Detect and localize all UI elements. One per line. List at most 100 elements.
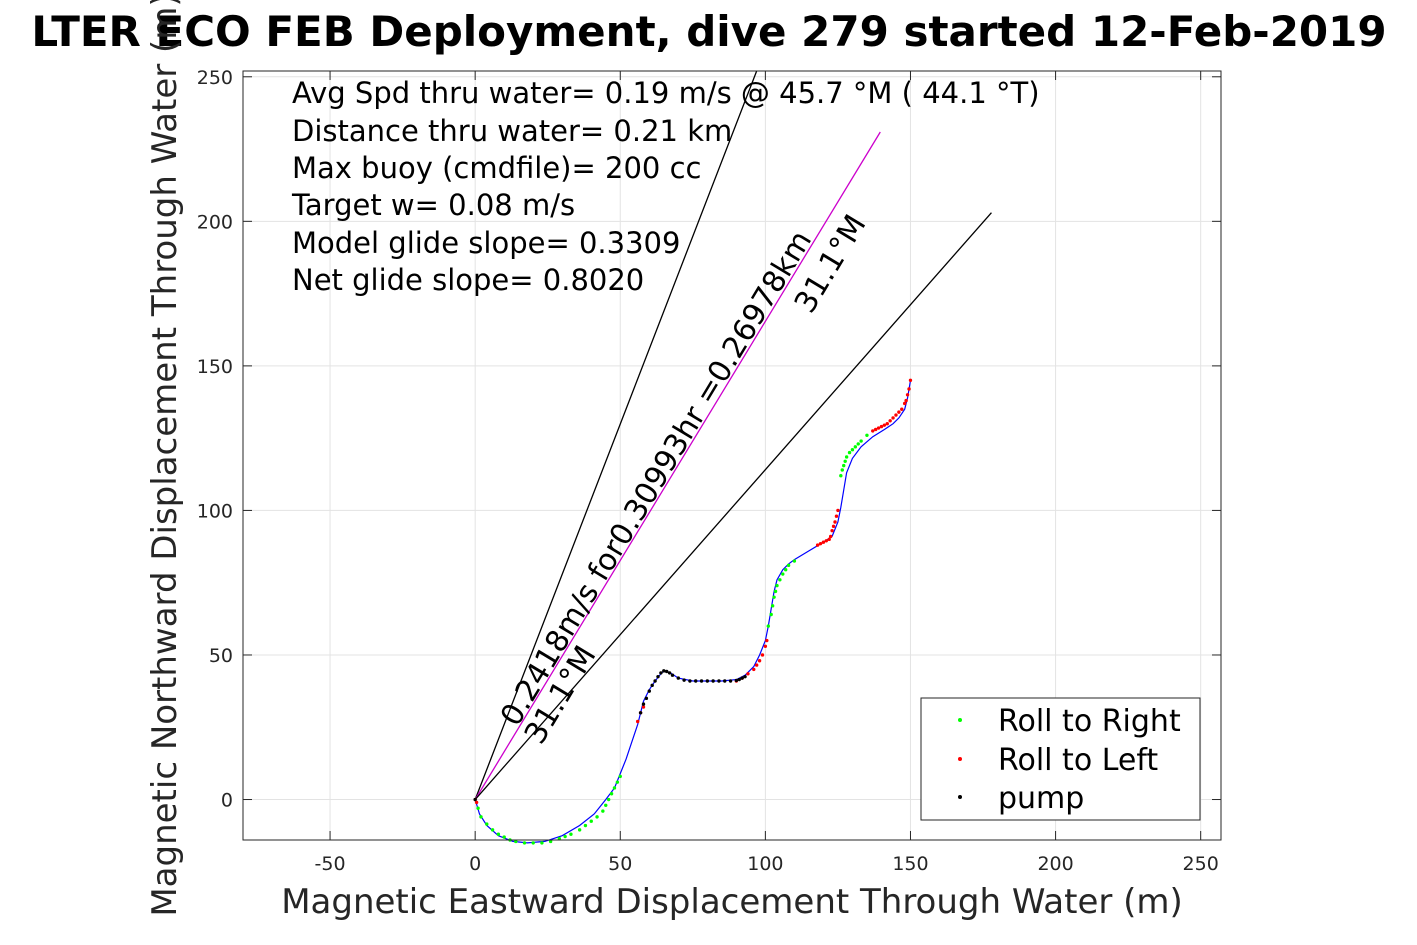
point-roll-to-left — [635, 719, 640, 724]
point-roll-to-right — [479, 815, 483, 819]
point-roll-to-right — [853, 445, 858, 449]
y-tick-label: 200 — [197, 211, 233, 233]
point-roll-to-left — [746, 672, 750, 676]
point-roll-to-left — [641, 705, 646, 709]
point-pump — [688, 679, 692, 683]
x-tick-label: 150 — [892, 853, 928, 875]
point-roll-to-left — [831, 524, 836, 529]
point-roll-to-right — [502, 835, 506, 839]
point-roll-to-right — [589, 819, 593, 823]
point-roll-to-left — [879, 424, 884, 429]
point-roll-to-right — [770, 604, 775, 608]
y-tick-label: 50 — [209, 645, 233, 667]
point-roll-to-left — [824, 539, 829, 543]
reference-line — [474, 212, 992, 800]
reference-lines — [474, 70, 992, 800]
annotation-block: Avg Spd thru water= 0.19 m/s @ 45.7 °M (… — [291, 76, 1040, 297]
point-roll-to-right — [563, 834, 567, 839]
point-roll-to-left — [882, 423, 887, 427]
point-pump — [656, 674, 660, 679]
data-points — [473, 378, 913, 845]
point-roll-to-left — [900, 407, 904, 411]
point-roll-to-right — [490, 828, 495, 832]
point-roll-to-left — [905, 393, 910, 397]
point-roll-to-left — [908, 378, 913, 383]
point-pump — [728, 679, 733, 683]
tick-labels: -50 0 50 100 150 200 250 0 50 100 150 200 250 — [197, 67, 1219, 875]
point-roll-to-left — [907, 387, 911, 391]
point-pump — [723, 679, 727, 683]
point-roll-to-left — [754, 663, 759, 667]
x-tick-label: 250 — [1183, 853, 1219, 875]
point-pump — [641, 702, 646, 706]
point-pump — [699, 679, 704, 683]
point-pump — [694, 679, 698, 683]
point-roll-to-left — [834, 514, 839, 518]
point-roll-to-right — [859, 439, 863, 443]
point-roll-to-left — [821, 540, 826, 544]
tick-marks — [243, 71, 1221, 840]
point-pump — [650, 683, 654, 688]
legend-label-roll-right: Roll to Right — [998, 704, 1181, 739]
point-roll-to-right — [842, 463, 846, 468]
x-tick-label: 0 — [469, 853, 481, 875]
point-roll-to-right — [595, 815, 599, 819]
y-tick-label: 100 — [197, 500, 233, 522]
point-pump — [676, 676, 681, 680]
point-roll-to-left — [760, 653, 765, 657]
point-pump — [734, 678, 739, 683]
legend: Roll to Right Roll to Left pump — [920, 697, 1201, 821]
point-roll-to-left — [871, 429, 875, 433]
legend-label-pump: pump — [998, 781, 1084, 816]
point-roll-to-right — [601, 809, 605, 813]
point-roll-to-right — [847, 450, 852, 455]
point-roll-to-right — [612, 786, 617, 790]
point-roll-to-left — [904, 398, 908, 403]
point-roll-to-right — [781, 572, 785, 576]
point-roll-to-left — [876, 426, 881, 430]
point-roll-to-right — [850, 448, 855, 452]
point-pump — [665, 669, 669, 674]
point-pump — [670, 673, 675, 677]
point-roll-to-right — [485, 822, 489, 826]
point-roll-to-right — [772, 595, 776, 599]
point-pump — [743, 674, 747, 679]
point-roll-to-left — [752, 667, 756, 672]
point-roll-to-left — [873, 427, 878, 432]
point-roll-to-right — [792, 559, 797, 563]
legend-marker-roll-left — [958, 757, 962, 761]
x-tick-label: 100 — [747, 853, 783, 875]
point-roll-to-right — [531, 841, 535, 845]
point-pump — [667, 671, 672, 675]
point-roll-to-right — [865, 433, 869, 437]
point-roll-to-right — [540, 841, 544, 845]
point-pump — [638, 711, 643, 715]
point-roll-to-right — [839, 474, 843, 478]
point-roll-to-left — [833, 520, 837, 524]
point-pump — [717, 679, 721, 683]
point-roll-to-right — [783, 567, 788, 572]
point-pump — [737, 677, 741, 682]
grid — [243, 71, 1221, 840]
point-pump — [653, 679, 657, 683]
point-roll-to-right — [786, 563, 791, 568]
point-roll-to-right — [769, 612, 773, 617]
point-roll-to-right — [606, 797, 611, 802]
y-tick-label: 0 — [221, 790, 233, 812]
point-roll-to-left — [897, 410, 901, 414]
point-roll-to-left — [902, 401, 907, 406]
point-roll-to-left — [815, 543, 820, 547]
point-pump — [682, 678, 686, 682]
point-roll-to-left — [818, 541, 823, 546]
x-axis-label: Magnetic Eastward Displacement Through W… — [281, 882, 1183, 922]
annotation-model-glide: Model glide slope= 0.3309 — [292, 226, 680, 260]
point-roll-to-left — [894, 413, 898, 417]
plot-frame — [242, 70, 1222, 841]
point-roll-to-right — [496, 832, 501, 836]
y-tick-label: 250 — [197, 67, 233, 89]
point-roll-to-right — [840, 468, 844, 472]
point-roll-to-left — [763, 644, 768, 649]
point-roll-to-left — [891, 416, 895, 420]
legend-marker-pump — [958, 795, 962, 799]
